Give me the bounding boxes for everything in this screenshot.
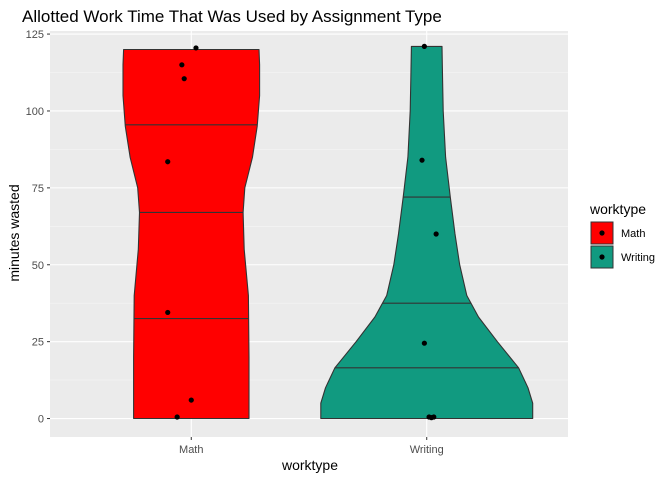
data-point	[188, 397, 194, 403]
data-point	[421, 340, 427, 346]
legend-key-dot	[599, 230, 605, 236]
x-tick-label: Writing	[410, 444, 444, 456]
legend-title: worktype	[589, 201, 646, 217]
y-tick-label: 25	[32, 337, 44, 349]
legend-label-writing: Writing	[621, 252, 655, 264]
data-point	[419, 157, 425, 163]
violins	[122, 45, 534, 420]
data-point	[421, 43, 427, 49]
x-tick-label: Math	[179, 444, 203, 456]
data-point	[428, 415, 435, 421]
data-points	[165, 43, 439, 421]
y-axis: 0 25 50 75 100 125	[26, 29, 50, 426]
x-axis: Math Writing	[179, 437, 444, 456]
chart-title: Allotted Work Time That Was Used by Assi…	[22, 7, 442, 26]
data-point	[179, 62, 185, 68]
legend: worktype Math Writing	[589, 201, 655, 269]
x-axis-label: worktype	[281, 457, 338, 473]
y-tick-label: 125	[26, 29, 44, 41]
data-point	[174, 414, 180, 420]
y-axis-label: minutes wasted	[6, 184, 22, 281]
legend-key-dot	[599, 254, 605, 260]
data-point	[165, 309, 171, 316]
violin-math	[122, 48, 261, 420]
y-tick-label: 100	[26, 106, 44, 118]
data-point	[433, 231, 439, 237]
y-tick-label: 50	[32, 260, 44, 272]
data-point	[193, 45, 199, 51]
y-tick-label: 0	[38, 414, 44, 426]
y-tick-label: 75	[32, 183, 44, 195]
data-point	[165, 159, 171, 165]
legend-label-math: Math	[621, 228, 645, 240]
violin-writing	[320, 45, 534, 420]
data-point	[181, 76, 187, 82]
